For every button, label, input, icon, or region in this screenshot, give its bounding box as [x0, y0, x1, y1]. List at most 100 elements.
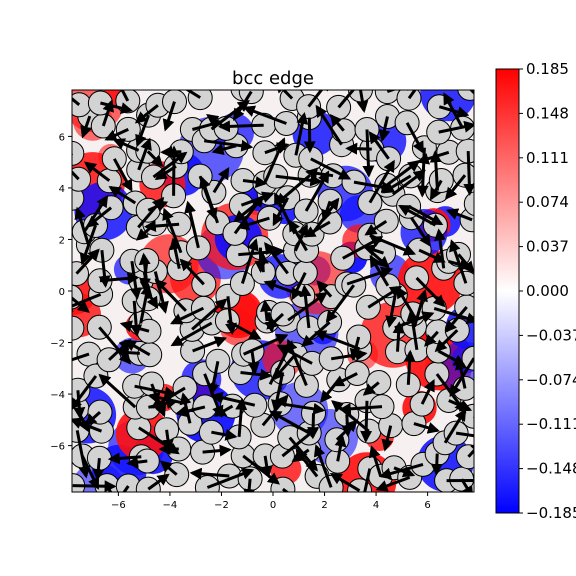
y-axis: −6 −4 −2 0 2 4 6 — [50, 132, 72, 453]
displacement-arrow — [329, 472, 361, 492]
colorbar-tick-label: −0.111 — [526, 415, 576, 433]
displacement-arrow — [154, 165, 177, 180]
displacement-arrow — [392, 169, 426, 196]
displacement-arrow — [170, 306, 205, 325]
displacement-arrow — [272, 353, 297, 381]
displacement-arrow — [134, 104, 159, 124]
x-tick-label: 0 — [270, 500, 276, 511]
displacement-arrow — [329, 113, 345, 132]
y-tick-label: −4 — [50, 390, 65, 401]
y-tick-label: 2 — [59, 235, 65, 246]
displacement-arrow — [83, 161, 111, 182]
displacement-arrow — [72, 169, 80, 181]
displacement-arrow — [120, 90, 130, 102]
displacement-arrow — [418, 248, 446, 263]
colorbar-tick-label: 0.000 — [526, 282, 569, 300]
displacement-arrow — [378, 462, 424, 480]
displacement-arrow — [416, 150, 450, 165]
displacement-arrow — [143, 219, 180, 232]
displacement-arrow — [240, 238, 259, 284]
displacement-arrow — [147, 473, 170, 491]
displacement-arrow — [75, 430, 91, 479]
displacement-arrow — [198, 175, 218, 221]
x-tick-label: 6 — [424, 500, 430, 511]
colorbar-tick-label: −0.148 — [526, 460, 576, 478]
colorbar-tick-label: −0.185 — [526, 504, 576, 522]
atom-circle — [72, 315, 85, 341]
displacement-arrow — [162, 101, 176, 132]
atom-circle — [72, 261, 89, 287]
displacement-arrow — [206, 468, 255, 489]
displacement-arrow — [92, 458, 105, 481]
displacement-arrow — [86, 206, 113, 228]
displacement-arrow — [369, 254, 390, 287]
displacement-arrow — [341, 414, 354, 438]
displacement-arrow — [362, 381, 380, 396]
displacement-arrow — [72, 293, 102, 312]
displacement-arrow — [269, 410, 310, 435]
displacement-arrow — [420, 379, 435, 405]
x-tick-label: −6 — [111, 500, 126, 511]
y-tick-label: −6 — [50, 442, 65, 453]
displacement-arrow — [175, 405, 206, 418]
displacement-arrow — [325, 284, 356, 323]
displacement-arrow — [356, 90, 369, 113]
displacement-arrow — [100, 101, 134, 114]
displacement-arrow — [304, 170, 330, 212]
displacement-arrow — [266, 312, 285, 330]
displacement-arrow — [305, 167, 334, 180]
y-tick-label: 0 — [59, 287, 65, 298]
displacement-arrow — [159, 460, 178, 476]
displacement-arrow — [346, 266, 394, 286]
displacement-arrow — [115, 346, 140, 359]
displacement-arrow — [331, 372, 358, 387]
displacement-arrow — [299, 284, 312, 329]
chart-title: bcc edge — [232, 68, 314, 89]
displacement-arrow — [275, 174, 323, 187]
y-tick-label: −2 — [50, 339, 65, 350]
displacement-arrow — [364, 219, 388, 236]
displacement-arrow — [218, 120, 264, 133]
displacement-arrow — [225, 296, 238, 336]
displacement-arrow — [84, 410, 102, 427]
displacement-arrow — [233, 90, 253, 121]
displacement-arrow — [184, 200, 200, 249]
displacement-arrow — [211, 143, 237, 156]
x-axis: −6 −4 −2 0 2 4 6 — [111, 492, 431, 511]
displacement-arrow — [455, 357, 467, 389]
displacement-arrow — [154, 278, 187, 312]
displacement-arrow — [275, 174, 312, 206]
displacement-arrow — [74, 206, 90, 246]
displacement-arrow — [288, 219, 308, 252]
displacement-arrow — [123, 339, 151, 357]
y-tick-label: 4 — [59, 184, 65, 195]
displacement-arrow — [303, 220, 331, 238]
displacement-arrow — [457, 253, 474, 274]
atom-circle — [135, 476, 161, 492]
colorbar-gradient — [495, 68, 520, 514]
colorbar-ticks: 0.185 0.148 0.111 0.074 0.037 0.000 −0.037 −0.0… — [519, 60, 576, 522]
displacement-arrow — [242, 333, 289, 356]
displacement-arrow — [72, 153, 74, 156]
displacement-arrow — [303, 117, 316, 154]
displacement-arrow — [403, 349, 416, 385]
displacement-arrow — [363, 468, 372, 492]
colorbar-tick-label: 0.185 — [526, 60, 569, 78]
colorbar-tick-label: 0.148 — [526, 104, 569, 122]
x-tick-label: 2 — [321, 500, 327, 511]
displacement-arrow — [349, 336, 362, 361]
displacement-arrows — [72, 90, 474, 492]
displacement-arrow — [334, 434, 347, 462]
displacement-arrow — [98, 250, 111, 288]
displacement-arrow — [413, 289, 428, 328]
displacement-arrow — [207, 361, 220, 396]
displacement-arrow — [235, 397, 248, 438]
displacement-arrow — [415, 276, 446, 308]
displacement-arrow — [449, 239, 468, 284]
displacement-arrow — [398, 204, 437, 227]
colorbar-tick-label: 0.074 — [526, 193, 569, 211]
displacement-arrow — [385, 160, 421, 187]
displacement-arrow — [192, 336, 227, 353]
displacement-arrow — [445, 208, 473, 222]
displacement-arrow — [211, 428, 238, 441]
